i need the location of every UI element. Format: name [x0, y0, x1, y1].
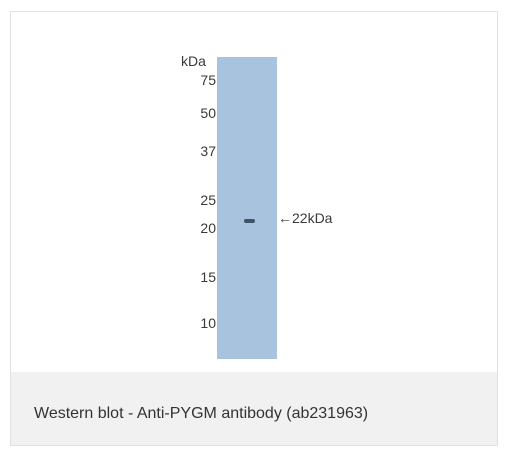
marker-label: 20	[200, 220, 216, 236]
caption-bar: Western blot - Anti-PYGM antibody (ab231…	[11, 372, 497, 445]
marker-label: 15	[200, 269, 216, 285]
gel-lane	[217, 57, 277, 359]
marker-label: 50	[200, 105, 216, 121]
figure-card: kDa 75 50 37 25 20 15 10 ←22kDa Western …	[10, 11, 498, 446]
marker-label: 10	[200, 315, 216, 331]
protein-band	[244, 219, 255, 223]
figure-caption: Western blot - Anti-PYGM antibody (ab231…	[34, 405, 369, 422]
marker-label: 75	[200, 72, 216, 88]
western-blot-image[interactable]: kDa 75 50 37 25 20 15 10 ←22kDa	[11, 12, 497, 372]
unit-label: kDa	[181, 53, 206, 69]
marker-label: 37	[200, 143, 216, 159]
marker-label: 25	[200, 192, 216, 208]
band-annotation: ←22kDa	[278, 210, 333, 226]
